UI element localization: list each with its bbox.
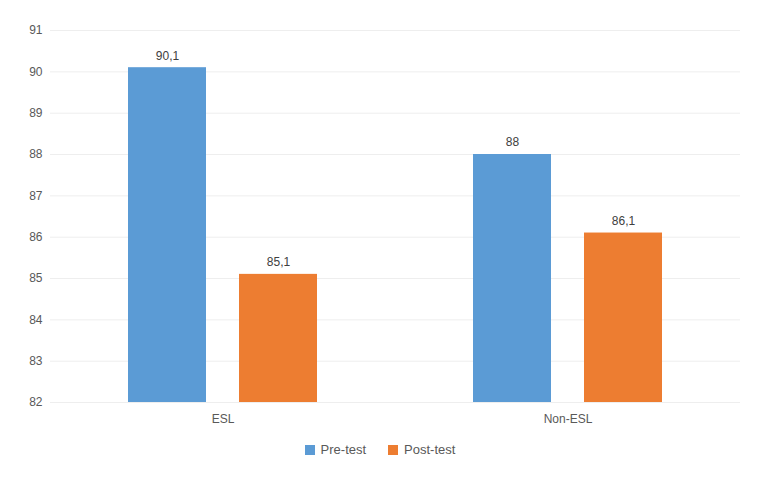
html-text:Post-test: Post-test (404, 442, 456, 457)
svg-text:86,1: 86,1 (612, 214, 636, 228)
svg-text:82: 82 (29, 395, 43, 409)
svg-text:ESL: ESL (212, 412, 235, 426)
svg-text:85: 85 (29, 271, 43, 285)
svg-text:88: 88 (506, 135, 520, 149)
svg-text:85,1: 85,1 (267, 255, 291, 269)
svg-text:89: 89 (29, 106, 43, 120)
svg-text:86: 86 (29, 230, 43, 244)
svg-text:88: 88 (29, 147, 43, 161)
svg-text:Non-ESL: Non-ESL (544, 412, 593, 426)
svg-text:90: 90 (29, 65, 43, 79)
svg-text:84: 84 (29, 313, 43, 327)
svg-text:90,1: 90,1 (156, 49, 180, 63)
svg-text:91: 91 (29, 23, 43, 37)
svg-text:83: 83 (29, 354, 43, 368)
html-text:Pre-test: Pre-test (320, 442, 367, 457)
svg-text:87: 87 (29, 189, 43, 203)
